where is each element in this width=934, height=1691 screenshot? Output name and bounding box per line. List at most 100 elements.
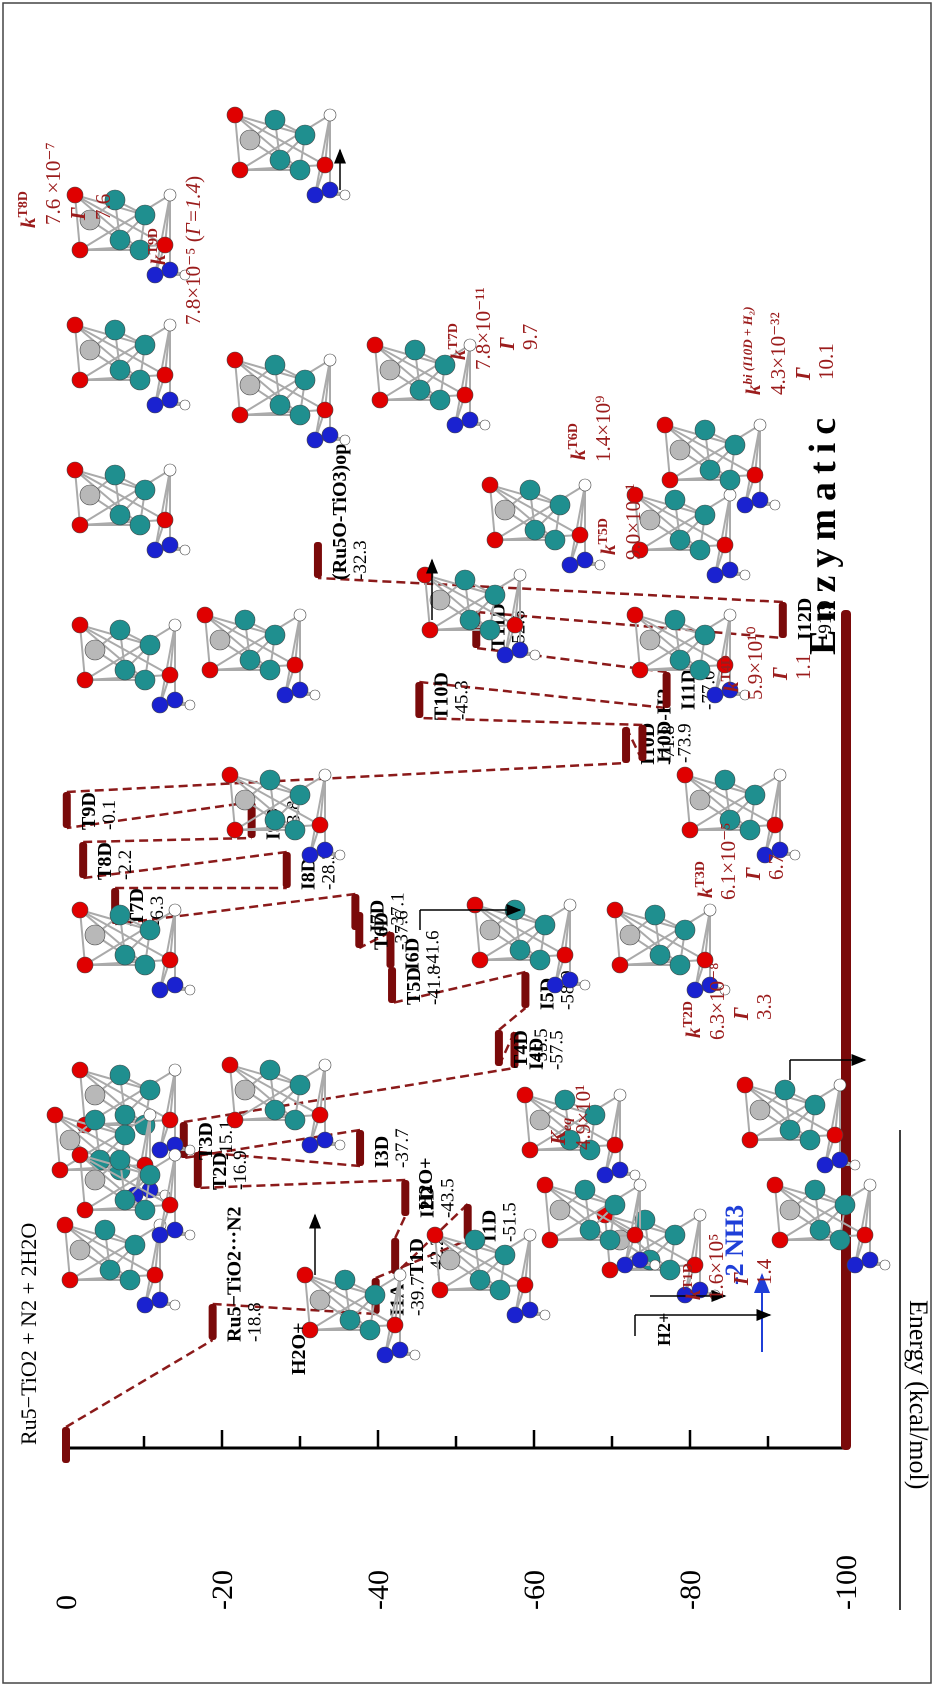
atom — [579, 1139, 601, 1161]
atom — [109, 359, 131, 381]
level-label-T5D: T5D — [403, 967, 425, 1005]
molecule-structure — [466, 896, 591, 994]
bond — [54, 1114, 61, 1171]
atom — [691, 1281, 709, 1299]
bond — [79, 624, 86, 681]
rate-t6d-k: 1.4×10⁹ — [591, 396, 615, 462]
atom — [511, 641, 529, 659]
bond — [154, 324, 171, 406]
bond — [79, 1154, 171, 1206]
bond — [774, 1184, 781, 1241]
rate-t4d-gamma: 1.1 — [791, 654, 815, 680]
h2o-plus-label-2: H2O+ — [415, 1157, 437, 1210]
atom — [834, 1194, 856, 1216]
atom — [139, 1079, 161, 1101]
bond — [604, 1214, 696, 1266]
atom — [521, 1141, 539, 1159]
atom — [69, 1239, 91, 1261]
atom — [471, 951, 489, 969]
atom — [431, 1281, 449, 1299]
atom — [316, 156, 334, 174]
atom — [163, 318, 177, 332]
atom — [753, 418, 767, 432]
bond — [74, 194, 81, 251]
atom — [316, 841, 334, 859]
atom — [456, 386, 474, 404]
molecule-structure — [66, 186, 191, 284]
molecule-structure — [226, 351, 351, 449]
atom — [766, 816, 784, 834]
bond — [79, 909, 171, 961]
bond — [669, 424, 761, 481]
molecule-structure — [676, 766, 801, 864]
connector-I12D-Ru5O — [317, 576, 783, 604]
atom — [429, 589, 451, 611]
atom — [71, 516, 89, 534]
atom — [804, 1179, 826, 1201]
atom — [539, 1309, 551, 1321]
atom — [716, 656, 734, 674]
atom — [516, 1276, 534, 1294]
svg-text:kT3D: kT3D — [693, 861, 717, 898]
atom — [334, 1269, 356, 1291]
atom — [114, 944, 136, 966]
atom — [386, 1316, 404, 1334]
minus-2nh3-label: -2 NH3 — [720, 1205, 749, 1285]
atom — [379, 359, 401, 381]
level-energy-I3D: -37.7 — [392, 1128, 413, 1168]
atom — [496, 646, 514, 664]
level-label-T3D: T3D — [195, 1122, 217, 1160]
atom — [404, 339, 426, 361]
atom — [104, 464, 126, 486]
atom — [789, 849, 801, 861]
level-energy-I8D: -28.3 — [319, 850, 340, 890]
level-bar-T8D — [79, 842, 88, 878]
atom — [494, 499, 516, 521]
rate-t8d-k: 7.6 ×10⁻⁷ — [41, 142, 65, 225]
atom — [114, 1104, 136, 1126]
atom — [779, 1199, 801, 1221]
svg-text:Γ: Γ — [768, 667, 792, 681]
atom — [339, 434, 351, 446]
atom — [163, 463, 177, 477]
atom — [71, 1061, 89, 1079]
atom — [556, 946, 574, 964]
bond — [514, 1234, 531, 1316]
bond — [54, 1114, 146, 1166]
atom — [601, 1261, 619, 1279]
atom — [739, 689, 751, 701]
atom — [561, 971, 579, 989]
connector-T8D-I9D — [83, 836, 252, 844]
atom — [669, 529, 691, 551]
bond — [684, 1214, 701, 1296]
level-label-T10D: T10D — [430, 672, 452, 720]
atom — [114, 1124, 136, 1146]
svg-text:Γ: Γ — [495, 337, 519, 351]
atom — [114, 659, 136, 681]
bond — [64, 1224, 71, 1281]
bond — [284, 614, 301, 696]
level-energy-I12D: -91.9 — [815, 600, 836, 640]
energy-levels: Ru5−TiO2···N2-18.8I1A-39.7I1D-51.5T1D-42… — [62, 444, 851, 1463]
atom — [484, 584, 506, 606]
bond — [204, 614, 211, 671]
atom — [611, 956, 629, 974]
bond — [374, 344, 466, 396]
atom — [179, 399, 191, 411]
svg-text:7.8×10⁻⁵ (Γ=1.4): 7.8×10⁻⁵ (Γ=1.4) — [181, 176, 205, 325]
connector-I8D-T8D — [83, 850, 287, 880]
bond — [234, 114, 241, 171]
bond — [764, 774, 781, 856]
level-energy-I2D: -43.5 — [437, 1178, 458, 1218]
atom — [309, 689, 321, 701]
molecule-structure — [766, 1176, 891, 1274]
atom — [719, 984, 731, 996]
atom — [129, 369, 151, 391]
bond — [209, 614, 301, 671]
molecule-structure — [196, 606, 321, 704]
molecule-structure — [516, 1086, 641, 1184]
atom — [626, 606, 644, 624]
atom — [669, 439, 691, 461]
atom — [134, 669, 156, 691]
atom — [631, 661, 649, 679]
